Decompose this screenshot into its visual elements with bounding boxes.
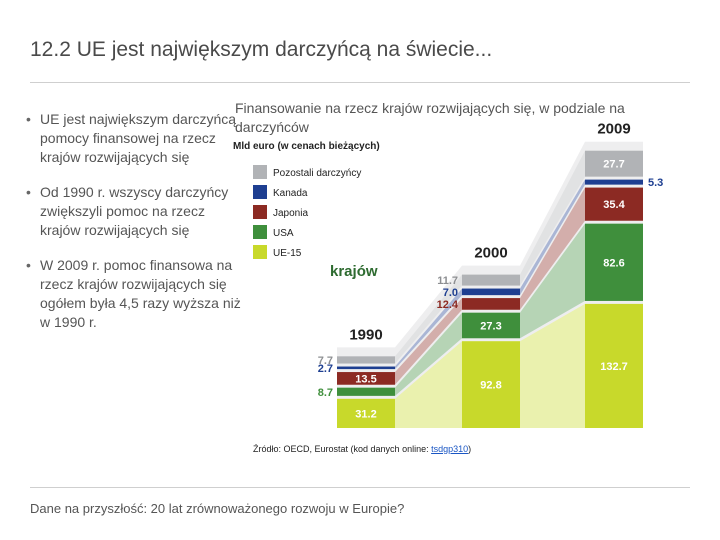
data-label: 2.7 [318,363,333,375]
bar-usa-1990 [337,387,395,396]
data-label: 27.7 [603,159,624,171]
data-label: 7.7 [318,355,333,367]
bar-kanada-1990 [337,366,395,370]
legend-item-kanada: Kanada [253,185,308,199]
bullet-list: UE jest największym darczyńcą pomocy fin… [26,110,241,348]
bar-pozostali-darczy-cy-1990 [337,356,395,364]
area-usa [337,223,643,396]
legend-label: UE-15 [273,248,302,259]
area-japonia [337,187,643,385]
legend-item-japonia: Japonia [253,205,308,219]
legend-item-usa: USA [253,225,294,239]
year-label-1990: 1990 [349,326,382,343]
legend-swatch [253,165,267,179]
bar-pozostali-darczy-cy-2009 [585,150,643,177]
bar-japonia-2009 [585,187,643,221]
title-divider [30,82,690,83]
bar-pozostali-darczy-cy-2000 [462,274,520,286]
legend-swatch [253,245,267,259]
source-prefix: Źródło: OECD, Eurostat (kod danych onlin… [253,444,432,454]
bullet-item: W 2009 r. pomoc finansowa na rzecz krajó… [26,256,241,332]
data-label: 13.5 [355,373,376,385]
data-label: 5.3 [648,177,663,189]
chart-unit: Mld euro (w cenach bieżących) [233,141,380,152]
data-label: 132.7 [600,361,628,373]
bullet-item: UE jest największym darczyńcą pomocy fin… [26,110,241,167]
legend-swatch [253,185,267,199]
year-label-2009: 2009 [597,121,630,138]
footer-text: Dane na przyszłość: 20 lat zrównoważoneg… [30,501,405,516]
legend-label: USA [273,228,294,239]
slide-title: 12.2 UE jest największym darczyńcą na św… [30,38,493,61]
data-label: 35.4 [603,199,625,211]
bar-usa-2009 [585,223,643,301]
legend-label: Kanada [273,188,308,199]
chart-title: Finansowanie na rzecz krajów rozwijający… [235,100,625,135]
legend-item-ue-15: UE-15 [253,245,302,259]
data-label: 82.6 [603,257,624,269]
footer-divider [30,487,690,488]
area-pozostali-darczy-cy [337,150,643,364]
source-data-link[interactable]: tsdgp310 [431,444,469,454]
bar-ue-15-2000 [462,341,520,428]
data-label: 11.7 [437,275,458,287]
legend-label: Japonia [273,208,308,219]
bar-ue-15-1990 [337,398,395,428]
overlay-text: krajów [330,263,378,280]
legend-item-pozostali-darczy-cy: Pozostali darczyńcy [253,165,361,179]
data-label: 8.7 [318,387,333,399]
data-label: 31.2 [355,408,376,420]
data-label: 92.8 [480,380,501,392]
year-label-2000: 2000 [474,245,507,262]
bar-ue-15-2009 [585,303,643,428]
data-label: 7.0 [443,287,458,299]
data-label: 12.4 [437,299,459,311]
legend-swatch [253,205,267,219]
bullet-item: Od 1990 r. wszyscy darczyńcy zwiększyli … [26,183,241,240]
legend-swatch [253,225,267,239]
bar-usa-2000 [462,312,520,339]
bar-japonia-2000 [462,298,520,310]
source-note: Źródło: OECD, Eurostat (kod danych onlin… [253,444,471,454]
bar-japonia-1990 [337,372,395,385]
data-label: 27.3 [480,320,501,332]
legend-label: Pozostali darczyńcy [273,168,361,179]
bar-kanada-2009 [585,179,643,185]
source-suffix: ) [468,444,472,454]
bar-kanada-2000 [462,288,520,296]
